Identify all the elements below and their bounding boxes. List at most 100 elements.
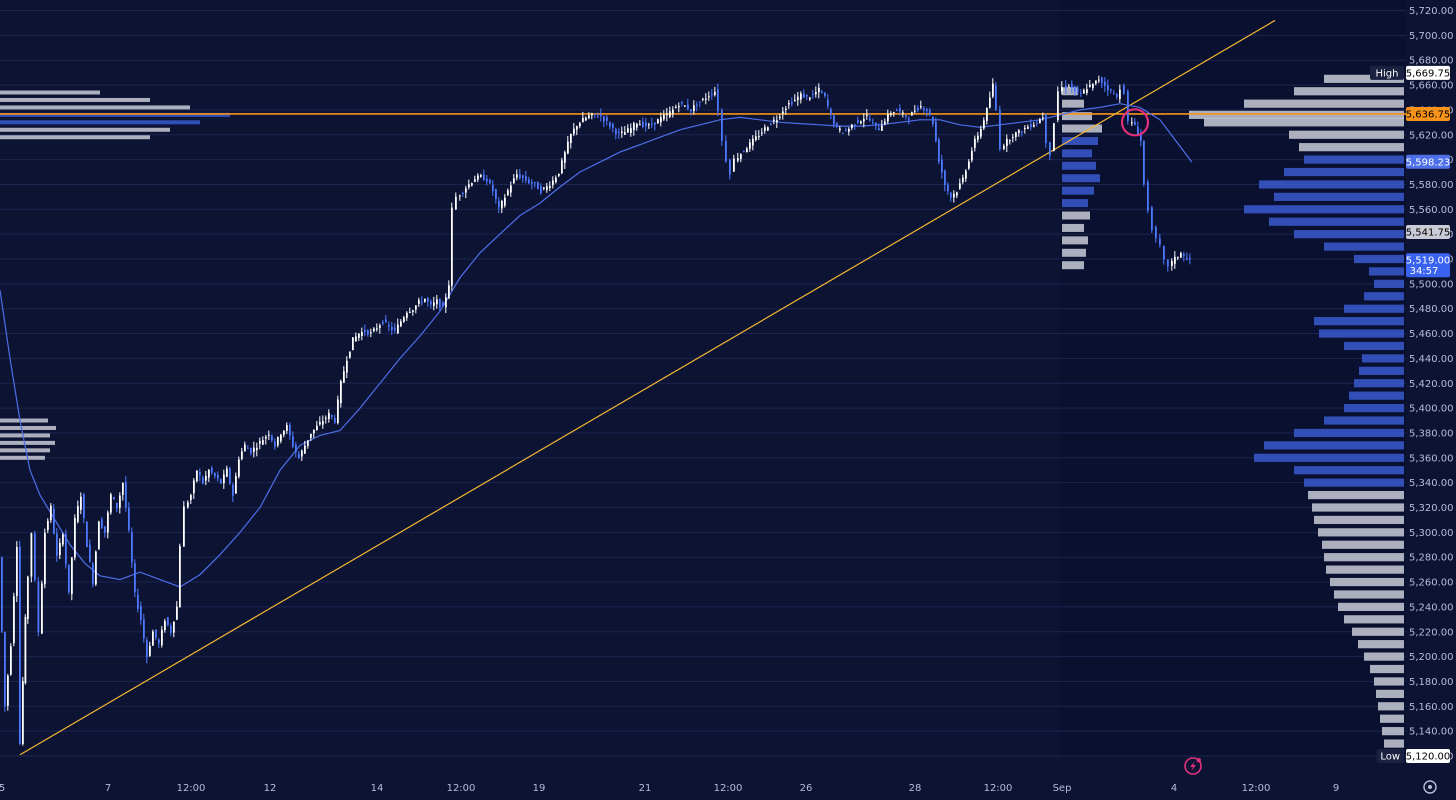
candle-body <box>525 176 527 181</box>
candle-body <box>208 469 210 478</box>
candle-body <box>1089 84 1091 87</box>
candle-body <box>22 681 24 744</box>
volume-profile-bar <box>1324 74 1404 83</box>
candle-body <box>633 123 635 131</box>
candle-body <box>187 502 189 508</box>
candle-body <box>101 519 103 529</box>
candle-body <box>352 337 354 351</box>
candle-body <box>179 546 181 608</box>
candle-body <box>1039 119 1041 124</box>
candle-body <box>1167 259 1169 267</box>
candle-body <box>1049 142 1051 156</box>
volume-profile-bar <box>0 135 150 140</box>
volume-profile-bar <box>0 120 200 125</box>
candle-body <box>761 132 763 134</box>
candle-body <box>1071 84 1073 88</box>
candle-body <box>492 185 494 192</box>
candle-body <box>992 83 994 97</box>
candle-body <box>170 625 172 633</box>
candle-body <box>660 117 662 123</box>
time-tick-label: 12:00 <box>984 783 1013 794</box>
candle-body <box>974 138 976 148</box>
volume-profile-bar <box>1062 124 1102 133</box>
volume-profile-bar <box>1330 577 1404 587</box>
candle-body <box>325 417 327 419</box>
candle-body <box>806 94 808 97</box>
candle-body <box>289 424 291 436</box>
candle-body <box>776 120 778 123</box>
lightning-icon[interactable] <box>1184 757 1202 775</box>
price-tick-label: 5,440.00 <box>1409 354 1454 365</box>
price-tick-label: 5,380.00 <box>1409 428 1454 439</box>
candle-body <box>89 544 91 562</box>
settings-gear-icon[interactable] <box>1423 780 1437 794</box>
candle-body <box>146 640 148 658</box>
candle-body <box>1104 81 1106 86</box>
candle-body <box>863 119 865 122</box>
volume-profile-bar <box>1358 640 1404 649</box>
volume-profile-bar <box>1062 248 1086 257</box>
candle-body <box>690 109 692 112</box>
candle-body <box>412 310 414 313</box>
candle-body <box>30 533 33 577</box>
candle-body <box>830 109 832 115</box>
candle-body <box>433 302 435 306</box>
candle-body <box>576 126 578 130</box>
candle-body <box>1030 124 1032 128</box>
candle-body <box>190 495 192 501</box>
candle-body <box>394 327 396 330</box>
candle-body <box>702 98 704 100</box>
price-tag-high: 5,669.75 High <box>1370 65 1450 80</box>
candle-body <box>558 173 560 176</box>
candle-body <box>546 186 548 190</box>
candle-body <box>944 170 946 186</box>
volume-profile-bar <box>0 448 50 453</box>
candle-body <box>696 104 698 106</box>
price-tag-value: 5,541.75 <box>1406 227 1451 238</box>
volume-profile-bar <box>1314 317 1404 326</box>
candle-body <box>743 151 745 153</box>
time-axis[interactable]: 5 7 12:00 12 14 12:00 19 21 12:00 26 28 12:00 Sep 4 12… <box>0 783 1339 794</box>
candle-body <box>406 312 408 318</box>
candle-body <box>597 116 599 118</box>
candle-body <box>899 108 901 112</box>
candle-body <box>833 115 835 125</box>
candle-body <box>1018 130 1020 133</box>
candle-body <box>167 617 169 626</box>
candle-body <box>301 450 303 457</box>
candle-body <box>277 436 279 446</box>
price-tag-low: 5,120.00 Low <box>1376 749 1450 763</box>
candle-body <box>367 330 369 335</box>
candle-body <box>62 534 64 545</box>
candle-body <box>947 184 949 192</box>
trendline[interactable] <box>19 19 1276 756</box>
candle-body <box>603 116 605 122</box>
horizontal-gridlines <box>0 10 1406 757</box>
candle-body <box>782 111 784 114</box>
candle-body <box>848 128 850 132</box>
candle-body <box>528 179 530 184</box>
candle-body <box>896 110 898 112</box>
price-tick-label: 5,680.00 <box>1409 56 1454 67</box>
candle-body <box>552 180 554 186</box>
candle-body <box>1021 131 1023 133</box>
candle-body <box>373 328 375 332</box>
volume-profile-bar <box>1318 528 1404 537</box>
candle-body <box>1137 126 1139 136</box>
price-tick-label: 5,500.00 <box>1409 279 1454 290</box>
price-tick-label: 5,660.00 <box>1409 81 1454 92</box>
candle-body <box>878 128 880 131</box>
candle-body <box>534 182 536 184</box>
candle-body <box>740 154 742 159</box>
candle-body <box>543 187 545 189</box>
candle-body <box>818 87 820 93</box>
candle-body <box>567 141 569 154</box>
candle-body <box>1119 89 1121 99</box>
candle-body <box>442 302 444 307</box>
price-tick-label: 5,560.00 <box>1409 205 1454 216</box>
candle-body <box>585 117 587 121</box>
volume-profile-session <box>1062 87 1102 270</box>
candle-body <box>953 193 955 198</box>
candle-body <box>158 639 160 644</box>
